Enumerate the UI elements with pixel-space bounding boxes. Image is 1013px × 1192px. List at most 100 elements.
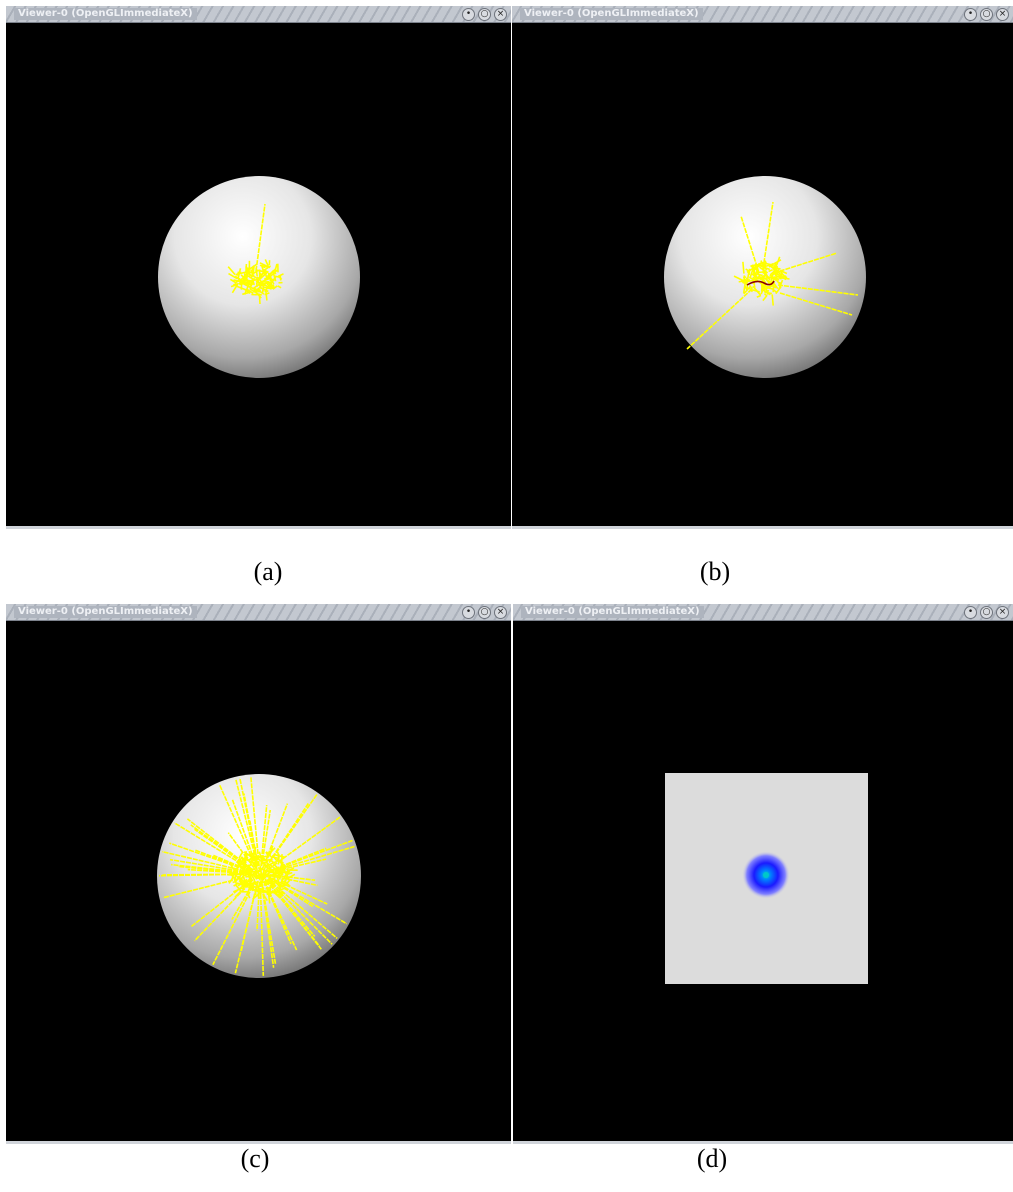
track-segment: [250, 269, 254, 275]
track-ray: [269, 845, 355, 873]
track-ray: [262, 803, 289, 867]
track-segment: [241, 282, 252, 285]
maximize-icon[interactable]: ○: [478, 8, 491, 21]
maximize-icon[interactable]: ○: [980, 8, 993, 21]
caption-a: (a): [253, 557, 283, 586]
track-segment: [249, 288, 258, 294]
track-segment: [742, 261, 745, 274]
track-segment: [286, 868, 291, 873]
track-ray: [213, 854, 252, 872]
track-segment: [261, 282, 273, 290]
window-titlebar[interactable]: Viewer-0 (OpenGLImmediateX) • ○ ×: [6, 6, 511, 23]
track-segment: [238, 879, 245, 888]
track-segment: [260, 874, 271, 877]
viewer-window-b[interactable]: Viewer-0 (OpenGLImmediateX) • ○ ×: [512, 6, 1013, 529]
maximize-icon[interactable]: ○: [478, 606, 491, 619]
scene-render: [157, 774, 361, 978]
track-segment: [740, 279, 745, 284]
track-ray: [212, 880, 257, 966]
track-segment: [747, 278, 758, 283]
minimize-icon[interactable]: •: [964, 606, 977, 619]
track-ray: [234, 881, 259, 974]
gl-viewport[interactable]: [6, 23, 511, 529]
particle-tracks: [686, 201, 859, 350]
track-segment: [763, 270, 767, 278]
track-segment: [261, 284, 265, 292]
viewer-window-c[interactable]: Viewer-0 (OpenGLImmediateX) • ○ ×: [6, 604, 511, 1144]
track-segment: [252, 274, 258, 280]
track-segment: [773, 289, 777, 293]
caption-d: (d): [696, 1144, 728, 1173]
gl-viewport[interactable]: [512, 23, 1013, 529]
track-segment: [227, 266, 236, 276]
track-segment: [245, 266, 251, 276]
window-titlebar[interactable]: Viewer-0 (OpenGLImmediateX) • ○ ×: [6, 604, 511, 621]
minimize-icon[interactable]: •: [462, 606, 475, 619]
track-ray: [268, 876, 328, 905]
track-ray: [255, 203, 266, 272]
track-ray: [162, 873, 251, 876]
minimize-icon[interactable]: •: [964, 8, 977, 21]
track-ray: [269, 874, 316, 881]
window-bottom-border: [512, 526, 1013, 529]
track-segment: [233, 876, 238, 885]
track-segment: [278, 273, 284, 277]
track-ray: [267, 816, 341, 871]
maximize-icon[interactable]: ○: [980, 606, 993, 619]
track-segment: [266, 285, 272, 290]
viewer-window-d[interactable]: Viewer-0 (OpenGLImmediateX) • ○ ×: [513, 604, 1013, 1144]
track-ray: [260, 881, 277, 965]
close-icon[interactable]: ×: [494, 606, 507, 619]
gl-viewport[interactable]: [6, 621, 511, 1144]
window-titlebar[interactable]: Viewer-0 (OpenGLImmediateX) • ○ ×: [512, 6, 1013, 23]
track-segment: [260, 287, 269, 293]
track-segment: [233, 282, 238, 286]
track-ray: [269, 874, 318, 887]
track-segment: [766, 286, 775, 291]
track-ray: [686, 288, 753, 350]
track-segment: [235, 271, 247, 276]
track-segment: [266, 270, 274, 279]
track-ray: [161, 850, 251, 873]
minimize-icon[interactable]: •: [462, 8, 475, 21]
track-segment: [238, 280, 243, 285]
gl-viewport[interactable]: [513, 621, 1013, 1144]
track-segment: [253, 869, 261, 876]
track-ray: [773, 252, 838, 274]
track-segment: [255, 278, 260, 285]
track-ray: [268, 877, 348, 925]
window-title: Viewer-0 (OpenGLImmediateX): [14, 606, 197, 618]
track-segment: [757, 273, 763, 277]
track-ray: [218, 784, 257, 868]
window-bottom-border: [6, 1141, 511, 1144]
track-ray: [239, 777, 259, 867]
track-segment: [258, 294, 261, 305]
particle-tracks: [227, 203, 284, 305]
track-segment: [763, 293, 768, 297]
track-ray: [268, 877, 314, 908]
track-ray: [162, 875, 251, 899]
track-segment: [260, 270, 269, 279]
track-ray: [260, 809, 272, 867]
track-segment: [261, 265, 266, 276]
track-segment: [257, 289, 265, 295]
track-segment: [756, 294, 762, 298]
close-icon[interactable]: ×: [996, 606, 1009, 619]
window-title: Viewer-0 (OpenGLImmediateX): [520, 8, 703, 20]
track-segment: [251, 265, 255, 272]
window-titlebar[interactable]: Viewer-0 (OpenGLImmediateX) • ○ ×: [513, 604, 1013, 621]
track-segment: [742, 281, 747, 294]
track-segment: [242, 291, 250, 296]
track-segment: [277, 285, 282, 289]
close-icon[interactable]: ×: [996, 8, 1009, 21]
window-title: Viewer-0 (OpenGLImmediateX): [14, 8, 197, 20]
viewer-window-a[interactable]: Viewer-0 (OpenGLImmediateX) • ○ ×: [6, 6, 511, 529]
scene-render: [158, 176, 360, 378]
track-segment: [743, 285, 752, 295]
close-icon[interactable]: ×: [494, 8, 507, 21]
caption-c: (c): [240, 1144, 270, 1173]
track-segment: [771, 294, 774, 306]
track-segment: [270, 860, 276, 864]
track-segment: [272, 871, 281, 876]
window-controls: • ○ ×: [964, 605, 1009, 620]
